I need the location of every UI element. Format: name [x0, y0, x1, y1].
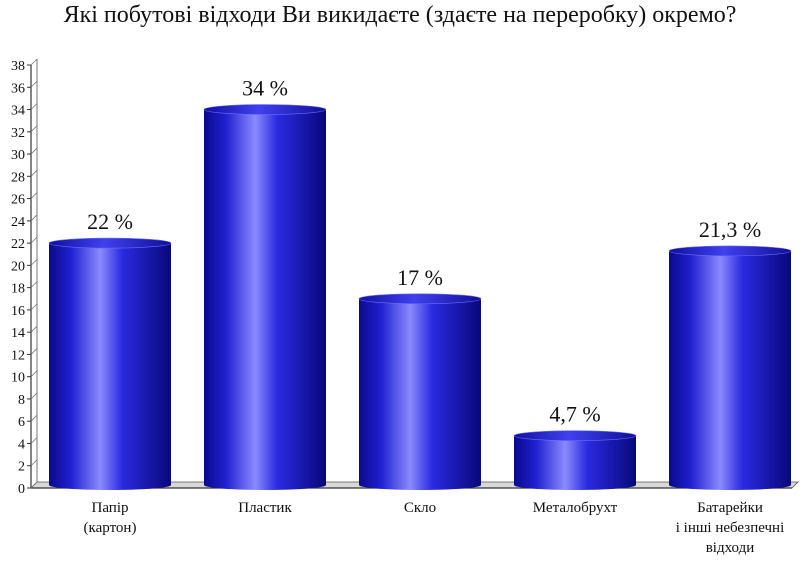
y-tick-depth — [30, 103, 38, 110]
x-tick-label: і інші небезпечні — [676, 520, 785, 536]
y-tick-depth — [30, 236, 38, 244]
y-tick-depth — [30, 192, 38, 199]
y-tick-label: 6 — [18, 415, 25, 430]
y-tick-depth — [30, 281, 38, 288]
y-tick-depth — [30, 370, 38, 377]
y-tick-label: 38 — [11, 59, 25, 74]
y-tick-label: 30 — [11, 148, 25, 163]
y-tick-label: 34 — [11, 104, 25, 119]
x-tick-label: відходи — [706, 540, 755, 556]
x-tick-label: (картон) — [84, 520, 137, 536]
bar-body — [204, 109, 326, 491]
y-tick-label: 36 — [11, 81, 25, 96]
bar-top — [358, 293, 482, 305]
y-tick-depth — [30, 481, 38, 489]
bar-top — [203, 104, 327, 115]
y-tick-depth — [30, 414, 38, 422]
y-tick-depth — [30, 125, 38, 133]
bar — [513, 430, 637, 490]
chart-title: Які побутові відходи Ви викидаєте (здаєт… — [63, 2, 737, 28]
bar-body — [49, 243, 171, 490]
y-tick-label: 12 — [11, 348, 25, 363]
y-tick-depth — [30, 170, 38, 177]
y-tick-label: 18 — [11, 282, 25, 297]
y-tick-label: 8 — [18, 393, 25, 408]
y-tick-label: 16 — [11, 304, 25, 319]
y-tick-depth — [30, 80, 38, 88]
bar — [668, 245, 792, 490]
data-label: 4,7 % — [549, 402, 600, 427]
y-tick-label: 10 — [11, 371, 25, 386]
bar — [203, 104, 327, 491]
y-tick-label: 26 — [11, 193, 25, 208]
x-tick-label: Пластик — [238, 500, 292, 516]
y-tick-label: 14 — [11, 326, 25, 341]
y-tick-label: 32 — [11, 126, 25, 141]
y-tick-label: 20 — [11, 259, 25, 274]
y-tick-depth — [30, 437, 38, 444]
x-tick-label: Батарейки — [697, 500, 763, 516]
x-tick-label: Папір — [92, 500, 129, 516]
y-tick-depth — [30, 147, 38, 155]
data-label: 34 % — [242, 76, 288, 101]
x-tick-label: Металобрухт — [533, 500, 618, 516]
data-label: 22 % — [87, 209, 133, 234]
y-tick-depth — [30, 459, 38, 467]
bar-body — [514, 435, 636, 490]
y-tick-label: 4 — [18, 437, 25, 452]
labels: 22 % Папір (картон) 34 % Пластик 17 % Скло 4,7 … — [84, 76, 785, 556]
bars — [48, 104, 792, 491]
y-tick-depth — [30, 58, 38, 66]
bar-body — [359, 298, 481, 490]
y-tick-label: 2 — [18, 460, 25, 475]
y-tick-label: 24 — [11, 215, 25, 230]
bar-top — [48, 237, 172, 249]
bar-top — [668, 245, 792, 257]
x-tick-label: Скло — [404, 500, 436, 516]
y-tick-depth — [30, 392, 38, 400]
bar-top — [513, 430, 637, 441]
data-label: 17 % — [397, 265, 443, 290]
y-tick-depth — [30, 325, 38, 333]
data-label: 21,3 % — [699, 217, 761, 242]
y-tick-label: 0 — [18, 482, 25, 497]
bar — [48, 237, 172, 490]
y-tick-depth — [30, 214, 38, 222]
y-tick-label: 28 — [11, 170, 25, 185]
y-tick-depth — [30, 303, 38, 311]
y-tick-label: 22 — [11, 237, 25, 252]
y-tick-depth — [30, 348, 38, 355]
bar — [358, 293, 482, 490]
y-tick-depth — [30, 259, 38, 266]
bar-body — [669, 250, 791, 490]
